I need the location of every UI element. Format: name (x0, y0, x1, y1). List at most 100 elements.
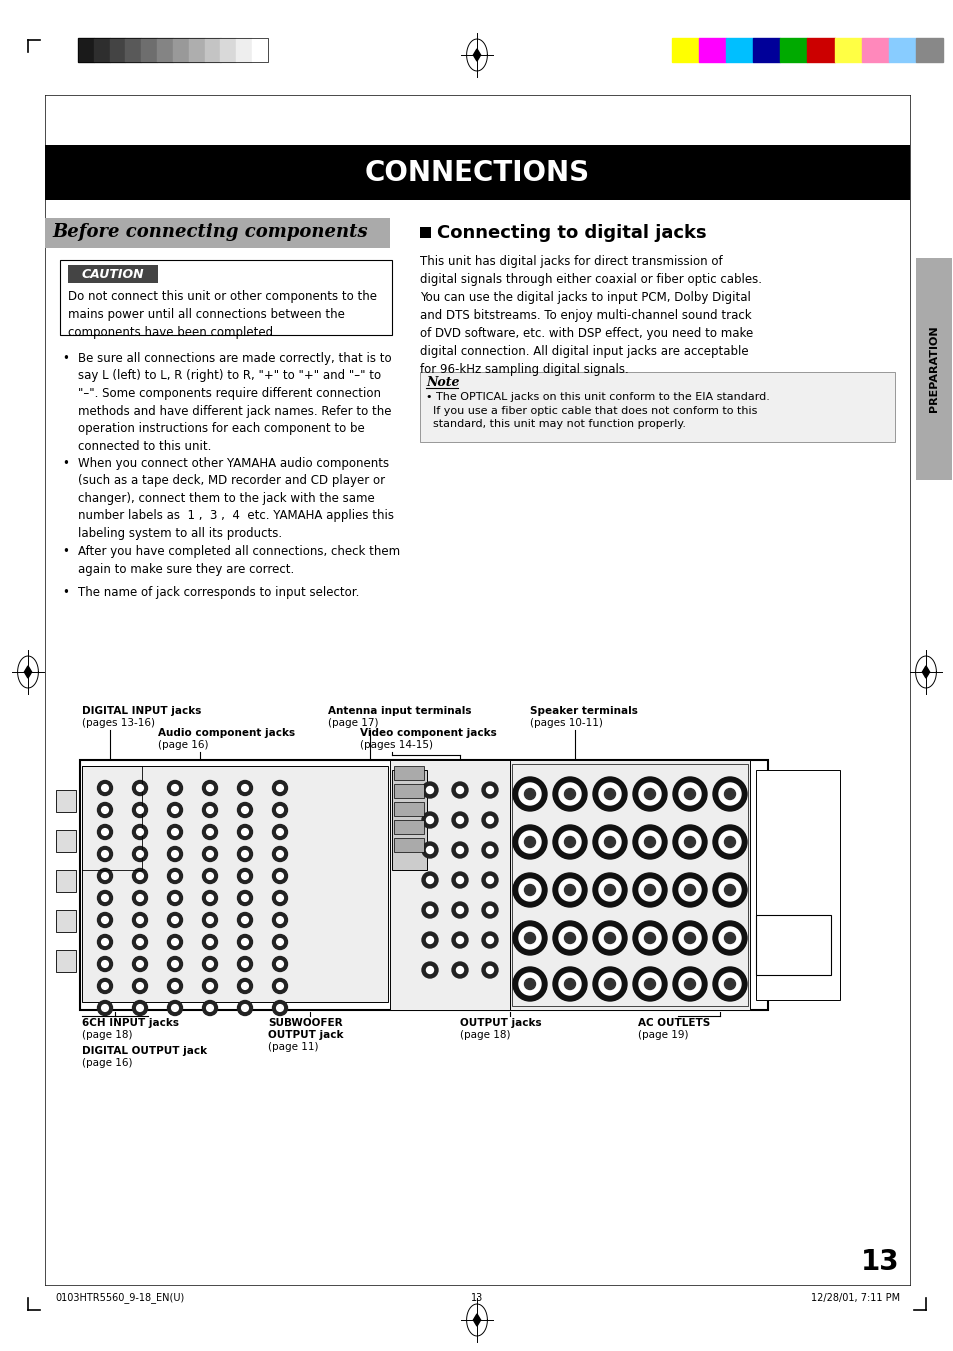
Circle shape (672, 873, 706, 907)
Circle shape (452, 932, 468, 948)
Circle shape (237, 890, 253, 905)
Circle shape (136, 939, 143, 946)
Circle shape (723, 978, 735, 989)
Circle shape (672, 825, 706, 859)
Bar (252, 38, 268, 62)
Circle shape (202, 935, 217, 950)
Circle shape (421, 902, 437, 917)
Circle shape (172, 873, 178, 880)
Bar (56, 911, 76, 932)
Circle shape (633, 873, 666, 907)
Circle shape (604, 885, 615, 896)
Circle shape (639, 973, 660, 994)
Polygon shape (473, 1315, 480, 1327)
Circle shape (553, 825, 586, 859)
Text: Do not connect this unit or other components to the
mains power until all connec: Do not connect this unit or other compon… (68, 290, 376, 339)
Circle shape (136, 873, 143, 880)
Circle shape (97, 912, 112, 928)
Circle shape (97, 847, 112, 862)
Circle shape (481, 782, 497, 798)
Text: PREPARATION: PREPARATION (928, 326, 938, 412)
Circle shape (456, 847, 463, 854)
Circle shape (102, 851, 109, 858)
Bar (699, 38, 725, 62)
Circle shape (241, 916, 248, 923)
Circle shape (172, 1005, 178, 1012)
Text: • The OPTICAL jacks on this unit conform to the EIA standard.
  If you use a fib: • The OPTICAL jacks on this unit conform… (426, 392, 769, 430)
Circle shape (593, 873, 626, 907)
Circle shape (481, 932, 497, 948)
Text: The name of jack corresponds to input selector.: The name of jack corresponds to input se… (78, 586, 359, 600)
Text: (pages 13-16): (pages 13-16) (82, 717, 154, 728)
Circle shape (513, 873, 546, 907)
Text: Speaker terminals: Speaker terminals (530, 707, 638, 716)
Circle shape (97, 935, 112, 950)
Bar (110, 38, 126, 62)
Circle shape (207, 916, 213, 923)
Circle shape (486, 966, 493, 974)
Bar (390, 761, 510, 1011)
Bar (394, 838, 423, 852)
Circle shape (276, 785, 283, 792)
Circle shape (639, 927, 660, 948)
Circle shape (421, 842, 437, 858)
Circle shape (644, 932, 655, 943)
Circle shape (276, 894, 283, 901)
Circle shape (456, 907, 463, 913)
Circle shape (684, 932, 695, 943)
Circle shape (558, 831, 580, 852)
Circle shape (102, 939, 109, 946)
Circle shape (604, 789, 615, 800)
Circle shape (102, 1005, 109, 1012)
Circle shape (598, 927, 620, 948)
Circle shape (679, 880, 700, 901)
Circle shape (672, 777, 706, 811)
Text: (page 16): (page 16) (158, 740, 209, 750)
Circle shape (426, 786, 433, 793)
Circle shape (513, 777, 546, 811)
Circle shape (132, 935, 148, 950)
Text: Audio component jacks: Audio component jacks (158, 728, 294, 738)
Circle shape (132, 978, 148, 993)
Circle shape (421, 782, 437, 798)
Circle shape (273, 781, 287, 796)
Text: DIGITAL OUTPUT jack: DIGITAL OUTPUT jack (82, 1046, 207, 1056)
Circle shape (237, 781, 253, 796)
Circle shape (273, 935, 287, 950)
Circle shape (553, 873, 586, 907)
Circle shape (97, 1001, 112, 1016)
Circle shape (241, 807, 248, 813)
Circle shape (102, 961, 109, 967)
Circle shape (639, 784, 660, 805)
Circle shape (237, 978, 253, 993)
Bar (78, 38, 93, 62)
Text: (pages 14-15): (pages 14-15) (359, 740, 433, 750)
Bar (915, 38, 942, 62)
Circle shape (723, 932, 735, 943)
Circle shape (241, 961, 248, 967)
Bar (512, 765, 747, 1006)
Circle shape (712, 825, 746, 859)
Circle shape (593, 967, 626, 1001)
Circle shape (719, 880, 740, 901)
Circle shape (102, 807, 109, 813)
Circle shape (237, 869, 253, 884)
Circle shape (202, 978, 217, 993)
Circle shape (712, 873, 746, 907)
Circle shape (172, 828, 178, 835)
Polygon shape (473, 49, 480, 61)
Circle shape (518, 927, 540, 948)
Circle shape (132, 1001, 148, 1016)
Text: AC OUTLETS: AC OUTLETS (638, 1019, 709, 1028)
Circle shape (132, 890, 148, 905)
Circle shape (97, 978, 112, 993)
Text: (page 18): (page 18) (459, 1029, 510, 1040)
Text: (pages 10-11): (pages 10-11) (530, 717, 602, 728)
Circle shape (207, 828, 213, 835)
Circle shape (518, 831, 540, 852)
Bar (56, 950, 76, 971)
Text: OUTPUT jack: OUTPUT jack (268, 1029, 343, 1040)
Circle shape (168, 912, 182, 928)
Circle shape (598, 784, 620, 805)
Circle shape (168, 978, 182, 993)
